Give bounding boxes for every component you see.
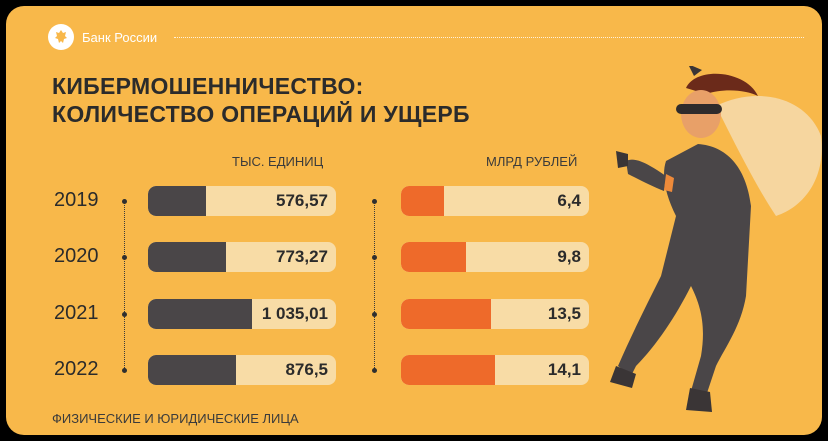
bar-track: 9,8 [401,242,589,272]
bar-value-label: 14,1 [547,360,581,379]
bar-track: 6,4 [401,186,589,216]
bank-emblem-icon [48,24,74,50]
column-header-damage: МЛРД РУБЛЕЙ [486,154,578,169]
guide-dot [122,199,127,204]
year-label: 2020 [54,245,99,267]
title-line-2: КОЛИЧЕСТВО ОПЕРАЦИЙ И УЩЕРБ [52,101,470,127]
bar-value-label: 9,8 [557,247,581,266]
bar-fill [148,299,253,329]
bar-value-label: 6,4 [557,191,581,210]
bar-fill [401,186,444,216]
page-title: КИБЕРМОШЕННИЧЕСТВО: КОЛИЧЕСТВО ОПЕРАЦИЙ … [52,72,470,128]
title-line-1: КИБЕРМОШЕННИЧЕСТВО: [52,73,364,99]
guide-dot [372,199,377,204]
footer-note: ФИЗИЧЕСКИЕ И ЮРИДИЧЕСКИЕ ЛИЦА [52,411,299,426]
bar-track: 13,5 [401,299,589,329]
bar-fill [148,186,207,216]
slide: Банк России КИБЕРМОШЕННИЧЕСТВО: КОЛИЧЕСТ… [6,6,822,435]
year-label: 2021 [54,302,99,324]
column-header-operations: ТЫС. ЕДИНИЦ [232,154,324,169]
guide-dot [372,368,377,373]
bar-fill [401,299,491,329]
bar-track: 576,57 [148,186,336,216]
guide-line [124,201,125,370]
guide-dot [372,312,377,317]
guide-dot [122,312,127,317]
bar-track: 773,27 [148,242,336,272]
year-label: 2022 [54,358,99,380]
thief-illustration [610,66,822,412]
bar-value-label: 773,27 [276,247,328,266]
bar-track: 1 035,01 [148,299,336,329]
guide-dot [122,368,127,373]
bar-value-label: 876,5 [285,360,328,379]
bar-fill [401,242,467,272]
guide-dot [372,255,377,260]
bar-value-label: 1 035,01 [261,304,328,323]
guide-line [374,201,375,370]
bar-value-label: 576,57 [276,191,328,210]
bar-fill [148,355,237,385]
brand-name: Банк России [82,29,158,45]
bar-value-label: 13,5 [547,304,581,323]
bar-fill [148,242,226,272]
bar-track: 14,1 [401,355,589,385]
bar-track: 876,5 [148,355,336,385]
guide-dot [122,255,127,260]
year-label: 2019 [54,189,99,211]
header: Банк России [48,24,157,50]
bar-fill [401,355,495,385]
header-divider [174,37,804,38]
